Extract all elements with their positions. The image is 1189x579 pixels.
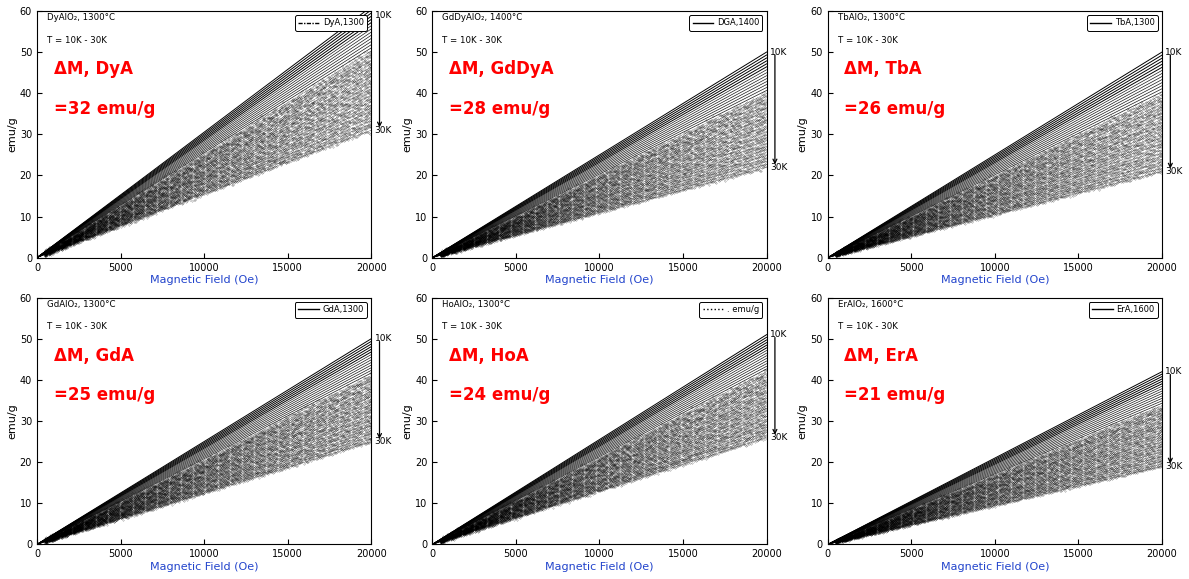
Text: =32 emu/g: =32 emu/g — [54, 100, 155, 118]
Text: ErAlO₂, 1600°C: ErAlO₂, 1600°C — [838, 300, 904, 309]
Y-axis label: emu/g: emu/g — [402, 116, 413, 152]
Text: =24 emu/g: =24 emu/g — [449, 387, 551, 405]
X-axis label: Magnetic Field (Oe): Magnetic Field (Oe) — [150, 276, 258, 285]
Text: 10K: 10K — [375, 12, 392, 20]
Text: HoAlO₂, 1300°C: HoAlO₂, 1300°C — [442, 300, 510, 309]
Legend: GdA,1300: GdA,1300 — [295, 302, 367, 317]
Text: 30K: 30K — [770, 163, 787, 172]
X-axis label: Magnetic Field (Oe): Magnetic Field (Oe) — [546, 562, 654, 572]
Text: GdDyAlO₂, 1400°C: GdDyAlO₂, 1400°C — [442, 13, 523, 23]
Text: 10K: 10K — [375, 334, 392, 343]
Text: =21 emu/g: =21 emu/g — [844, 387, 945, 405]
Text: 10K: 10K — [1165, 47, 1183, 57]
Text: T = 10K - 30K: T = 10K - 30K — [838, 323, 898, 331]
Text: T = 10K - 30K: T = 10K - 30K — [48, 36, 107, 45]
Text: 10K: 10K — [770, 47, 787, 57]
Legend: . emu/g: . emu/g — [699, 302, 762, 317]
Y-axis label: emu/g: emu/g — [798, 403, 807, 439]
X-axis label: Magnetic Field (Oe): Magnetic Field (Oe) — [546, 276, 654, 285]
Legend: TbA,1300: TbA,1300 — [1087, 15, 1158, 31]
Y-axis label: emu/g: emu/g — [7, 116, 17, 152]
Text: ΔM, DyA: ΔM, DyA — [54, 60, 133, 78]
Text: 30K: 30K — [375, 437, 392, 446]
Text: GdAlO₂, 1300°C: GdAlO₂, 1300°C — [48, 300, 115, 309]
X-axis label: Magnetic Field (Oe): Magnetic Field (Oe) — [150, 562, 258, 572]
Text: 30K: 30K — [770, 433, 787, 442]
Text: T = 10K - 30K: T = 10K - 30K — [838, 36, 898, 45]
Text: ΔM, ErA: ΔM, ErA — [844, 347, 918, 365]
Text: 10K: 10K — [1165, 367, 1183, 376]
X-axis label: Magnetic Field (Oe): Magnetic Field (Oe) — [940, 562, 1049, 572]
Text: 30K: 30K — [1165, 462, 1183, 471]
Text: ΔM, TbA: ΔM, TbA — [844, 60, 923, 78]
Legend: ErA,1600: ErA,1600 — [1089, 302, 1158, 317]
Text: T = 10K - 30K: T = 10K - 30K — [442, 323, 502, 331]
Y-axis label: emu/g: emu/g — [798, 116, 807, 152]
Text: ΔM, GdDyA: ΔM, GdDyA — [449, 60, 554, 78]
Text: 10K: 10K — [770, 330, 787, 339]
Text: T = 10K - 30K: T = 10K - 30K — [48, 323, 107, 331]
Text: 30K: 30K — [1165, 167, 1183, 176]
X-axis label: Magnetic Field (Oe): Magnetic Field (Oe) — [940, 276, 1049, 285]
Text: 30K: 30K — [375, 126, 392, 135]
Y-axis label: emu/g: emu/g — [7, 403, 17, 439]
Text: =25 emu/g: =25 emu/g — [54, 387, 155, 405]
Legend: DyA,1300: DyA,1300 — [295, 15, 367, 31]
Text: ΔM, GdA: ΔM, GdA — [54, 347, 133, 365]
Text: TbAlO₂, 1300°C: TbAlO₂, 1300°C — [838, 13, 905, 23]
Text: =26 emu/g: =26 emu/g — [844, 100, 945, 118]
Text: ΔM, HoA: ΔM, HoA — [449, 347, 529, 365]
Legend: DGA,1400: DGA,1400 — [690, 15, 762, 31]
Text: T = 10K - 30K: T = 10K - 30K — [442, 36, 502, 45]
Text: =28 emu/g: =28 emu/g — [449, 100, 551, 118]
Y-axis label: emu/g: emu/g — [402, 403, 413, 439]
Text: DyAlO₂, 1300°C: DyAlO₂, 1300°C — [48, 13, 115, 23]
